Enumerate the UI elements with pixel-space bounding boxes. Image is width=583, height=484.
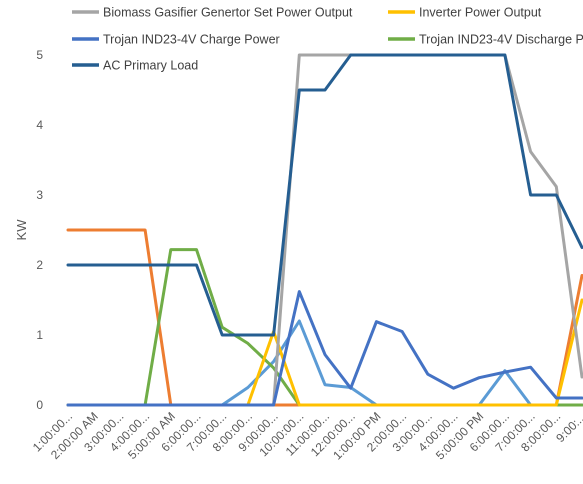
series-line-unlabeled-5 <box>66 228 583 407</box>
y-tick-label: 0 <box>36 398 43 412</box>
legend-item: Trojan IND23-4V Discharge Po <box>388 33 583 47</box>
legend-item: Inverter Power Output <box>388 6 542 20</box>
legend-label: AC Primary Load <box>103 59 198 73</box>
legend-label: Biomass Gasifier Genertor Set Power Outp… <box>103 6 353 20</box>
legend: Biomass Gasifier Genertor Set Power Outp… <box>72 6 583 73</box>
y-tick-label: 2 <box>36 258 43 272</box>
legend-label: Trojan IND23-4V Charge Power <box>103 33 280 47</box>
legend-item: Biomass Gasifier Genertor Set Power Outp… <box>72 6 353 20</box>
legend-item: Trojan IND23-4V Charge Power <box>72 33 280 47</box>
series-line-ac-primary-load <box>66 53 583 337</box>
y-tick-label: 1 <box>36 328 43 342</box>
y-axis-title: KW <box>14 219 29 241</box>
y-tick-label: 4 <box>36 118 43 132</box>
legend-label: Trojan IND23-4V Discharge Po <box>419 33 583 47</box>
y-tick-label: 5 <box>36 48 43 62</box>
y-tick-label: 3 <box>36 188 43 202</box>
legend-label: Inverter Power Output <box>419 6 542 20</box>
series-line-unlabeled-6 <box>66 319 583 407</box>
series-line-trojan-ind23-4v-charge-power <box>66 290 583 407</box>
legend-item: AC Primary Load <box>72 59 198 73</box>
series-lines <box>66 53 583 407</box>
